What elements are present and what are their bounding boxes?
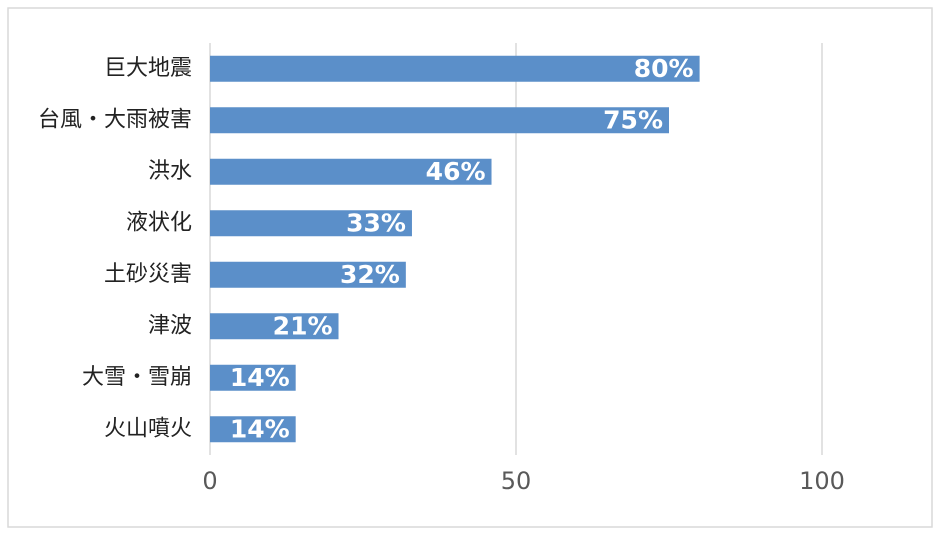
bar [210, 55, 700, 82]
bar [210, 261, 406, 288]
value-label: 14% [230, 363, 290, 392]
chart-frame [7, 7, 933, 528]
bar [210, 158, 492, 185]
y-tick-label: 火山噴火 [104, 416, 192, 441]
value-label: 80% [634, 54, 694, 83]
value-label: 14% [230, 414, 290, 443]
bar [210, 107, 669, 134]
value-label: 21% [273, 311, 333, 340]
bar [210, 364, 296, 391]
y-tick-label: 土砂災害 [104, 262, 192, 287]
y-tick-label: 台風・大雨被害 [38, 107, 192, 132]
y-tick-label: 大雪・雪崩 [82, 365, 192, 390]
value-label: 75% [603, 105, 663, 134]
bar [210, 210, 412, 237]
bar [210, 313, 339, 340]
value-label: 46% [426, 157, 486, 186]
y-tick-label: 洪水 [148, 159, 192, 184]
bar [210, 416, 296, 443]
value-label: 32% [340, 260, 400, 289]
x-tick-label: 0 [202, 467, 217, 495]
value-label: 33% [346, 208, 406, 237]
y-tick-label: 液状化 [126, 210, 192, 235]
x-tick-label: 100 [799, 467, 845, 495]
x-tick-label: 50 [501, 467, 532, 495]
y-tick-label: 津波 [148, 313, 192, 338]
y-tick-label: 巨大地震 [104, 56, 192, 81]
